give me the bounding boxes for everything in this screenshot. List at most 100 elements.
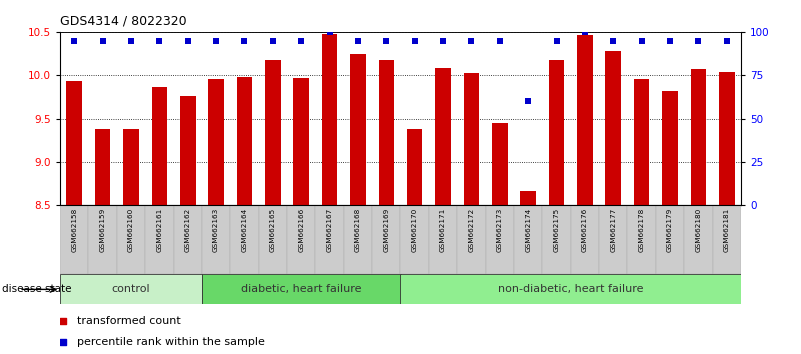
Bar xyxy=(287,205,316,274)
Point xyxy=(635,38,648,44)
Bar xyxy=(400,205,429,274)
Point xyxy=(295,38,308,44)
Text: GSM662172: GSM662172 xyxy=(469,207,474,252)
Text: GSM662162: GSM662162 xyxy=(185,207,191,252)
Bar xyxy=(236,77,252,205)
Bar xyxy=(151,87,167,205)
Bar xyxy=(400,274,741,304)
Text: non-diabetic, heart failure: non-diabetic, heart failure xyxy=(498,284,643,295)
Bar xyxy=(549,59,565,205)
Bar xyxy=(145,205,174,274)
Text: GSM662160: GSM662160 xyxy=(128,207,134,252)
Bar xyxy=(344,205,372,274)
Bar xyxy=(713,205,741,274)
Text: GSM662158: GSM662158 xyxy=(71,207,77,252)
Text: GSM662174: GSM662174 xyxy=(525,207,531,252)
Bar xyxy=(60,205,88,274)
Text: disease state: disease state xyxy=(2,284,71,295)
Point xyxy=(692,38,705,44)
Bar xyxy=(690,69,706,205)
Bar xyxy=(322,34,337,205)
Point xyxy=(96,38,109,44)
Point xyxy=(181,38,194,44)
Text: GSM662171: GSM662171 xyxy=(440,207,446,252)
Bar xyxy=(60,274,202,304)
Point xyxy=(267,38,280,44)
Text: GSM662181: GSM662181 xyxy=(724,207,730,252)
Bar xyxy=(316,205,344,274)
Text: GSM662164: GSM662164 xyxy=(241,207,248,252)
Text: GSM662159: GSM662159 xyxy=(99,207,106,252)
Bar xyxy=(123,129,139,205)
Bar xyxy=(457,205,485,274)
Bar xyxy=(606,51,621,205)
Bar xyxy=(634,79,650,205)
Text: GSM662169: GSM662169 xyxy=(384,207,389,252)
Text: GDS4314 / 8022320: GDS4314 / 8022320 xyxy=(60,14,187,27)
Bar xyxy=(174,205,202,274)
Text: percentile rank within the sample: percentile rank within the sample xyxy=(77,337,265,348)
Text: transformed count: transformed count xyxy=(77,316,181,326)
Bar xyxy=(231,205,259,274)
Bar xyxy=(259,205,287,274)
Bar xyxy=(514,205,542,274)
Bar xyxy=(429,205,457,274)
Point xyxy=(607,38,620,44)
Bar xyxy=(202,274,400,304)
Bar xyxy=(407,129,422,205)
Text: GSM662173: GSM662173 xyxy=(497,207,503,252)
Bar xyxy=(485,205,514,274)
Bar xyxy=(372,205,400,274)
Text: GSM662170: GSM662170 xyxy=(412,207,417,252)
Bar xyxy=(521,190,536,205)
Text: GSM662165: GSM662165 xyxy=(270,207,276,252)
Bar xyxy=(88,205,117,274)
Text: GSM662161: GSM662161 xyxy=(156,207,163,252)
Point xyxy=(550,38,563,44)
Point xyxy=(380,38,392,44)
Bar xyxy=(265,59,280,205)
Bar xyxy=(570,205,599,274)
Point xyxy=(465,38,478,44)
Bar xyxy=(117,205,145,274)
Point xyxy=(210,38,223,44)
Point xyxy=(409,38,421,44)
Text: diabetic, heart failure: diabetic, heart failure xyxy=(241,284,361,295)
Point xyxy=(57,318,70,324)
Text: GSM662168: GSM662168 xyxy=(355,207,361,252)
Bar xyxy=(350,53,366,205)
Text: GSM662177: GSM662177 xyxy=(610,207,616,252)
Point xyxy=(323,29,336,35)
Bar xyxy=(435,68,451,205)
Bar xyxy=(208,79,224,205)
Point xyxy=(578,29,591,35)
Text: GSM662163: GSM662163 xyxy=(213,207,219,252)
Bar xyxy=(542,205,570,274)
Text: control: control xyxy=(111,284,151,295)
Point xyxy=(352,38,364,44)
Text: GSM662167: GSM662167 xyxy=(327,207,332,252)
Bar xyxy=(627,205,656,274)
Point xyxy=(238,38,251,44)
Bar xyxy=(577,35,593,205)
Bar xyxy=(492,123,508,205)
Text: GSM662176: GSM662176 xyxy=(582,207,588,252)
Bar xyxy=(684,205,713,274)
Bar xyxy=(202,205,231,274)
Point xyxy=(125,38,138,44)
Point xyxy=(68,38,81,44)
Text: GSM662179: GSM662179 xyxy=(667,207,673,252)
Text: GSM662166: GSM662166 xyxy=(298,207,304,252)
Text: GSM662175: GSM662175 xyxy=(553,207,560,252)
Point xyxy=(663,38,676,44)
Bar xyxy=(656,205,684,274)
Point xyxy=(153,38,166,44)
Text: GSM662178: GSM662178 xyxy=(638,207,645,252)
Bar xyxy=(599,205,627,274)
Point xyxy=(57,340,70,346)
Bar xyxy=(293,78,309,205)
Bar xyxy=(464,74,479,205)
Text: GSM662180: GSM662180 xyxy=(695,207,702,252)
Bar xyxy=(719,72,735,205)
Point xyxy=(437,38,449,44)
